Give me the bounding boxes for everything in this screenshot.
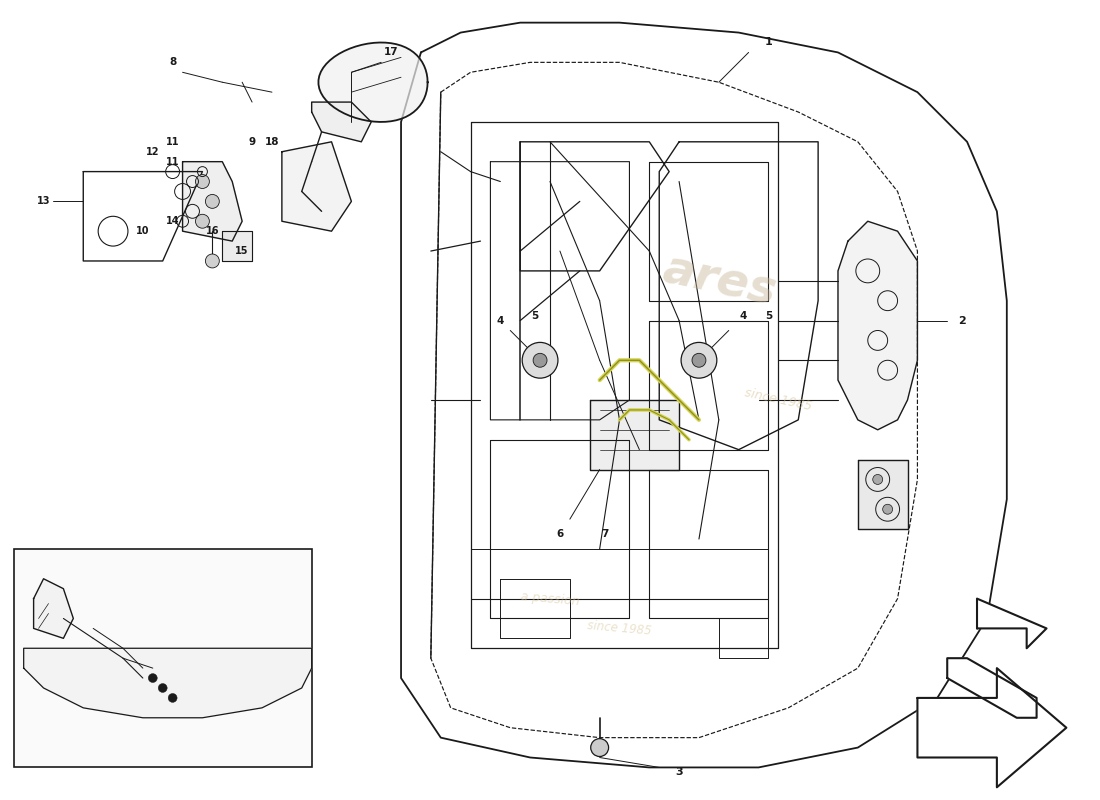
- Polygon shape: [282, 142, 351, 231]
- Polygon shape: [319, 42, 428, 122]
- Polygon shape: [858, 459, 907, 529]
- Circle shape: [196, 174, 209, 189]
- Polygon shape: [183, 162, 242, 241]
- Polygon shape: [311, 102, 372, 142]
- Text: 18: 18: [265, 137, 279, 147]
- Polygon shape: [24, 648, 311, 718]
- Circle shape: [148, 674, 157, 682]
- Text: since 1985: since 1985: [744, 386, 813, 414]
- Polygon shape: [34, 578, 74, 638]
- FancyBboxPatch shape: [14, 549, 311, 767]
- Polygon shape: [917, 668, 1066, 787]
- Text: 4: 4: [497, 315, 504, 326]
- Text: 11: 11: [166, 157, 179, 166]
- Circle shape: [196, 214, 209, 228]
- Text: 6: 6: [557, 529, 563, 539]
- Polygon shape: [947, 658, 1036, 718]
- Text: 2: 2: [958, 315, 966, 326]
- Text: 5: 5: [764, 310, 772, 321]
- Text: 5: 5: [531, 310, 539, 321]
- Circle shape: [882, 504, 892, 514]
- Circle shape: [534, 354, 547, 367]
- Circle shape: [692, 354, 706, 367]
- Text: 10: 10: [136, 226, 150, 236]
- Text: 14: 14: [166, 216, 179, 226]
- Circle shape: [168, 694, 177, 702]
- Text: ares: ares: [658, 247, 780, 315]
- Polygon shape: [977, 598, 1046, 648]
- Text: 7: 7: [601, 529, 608, 539]
- Text: 3: 3: [675, 767, 683, 778]
- Text: 16: 16: [206, 226, 219, 236]
- Text: a passion: a passion: [520, 590, 580, 608]
- Circle shape: [872, 474, 882, 485]
- Text: 4: 4: [740, 310, 747, 321]
- Text: 1: 1: [764, 38, 772, 47]
- Polygon shape: [838, 222, 917, 430]
- Text: 15: 15: [235, 246, 249, 256]
- Text: since 1985: since 1985: [587, 619, 652, 638]
- Circle shape: [681, 342, 717, 378]
- Circle shape: [158, 683, 167, 693]
- Polygon shape: [222, 231, 252, 261]
- Polygon shape: [590, 400, 679, 470]
- Circle shape: [206, 254, 219, 268]
- Circle shape: [522, 342, 558, 378]
- Text: 12: 12: [146, 146, 160, 157]
- Text: 19: 19: [46, 554, 62, 564]
- Text: 8: 8: [169, 58, 176, 67]
- Circle shape: [206, 194, 219, 208]
- Text: 13: 13: [36, 196, 51, 206]
- Circle shape: [591, 738, 608, 757]
- Text: 17: 17: [384, 47, 398, 58]
- Text: 9: 9: [249, 137, 255, 147]
- Text: 11: 11: [166, 137, 179, 147]
